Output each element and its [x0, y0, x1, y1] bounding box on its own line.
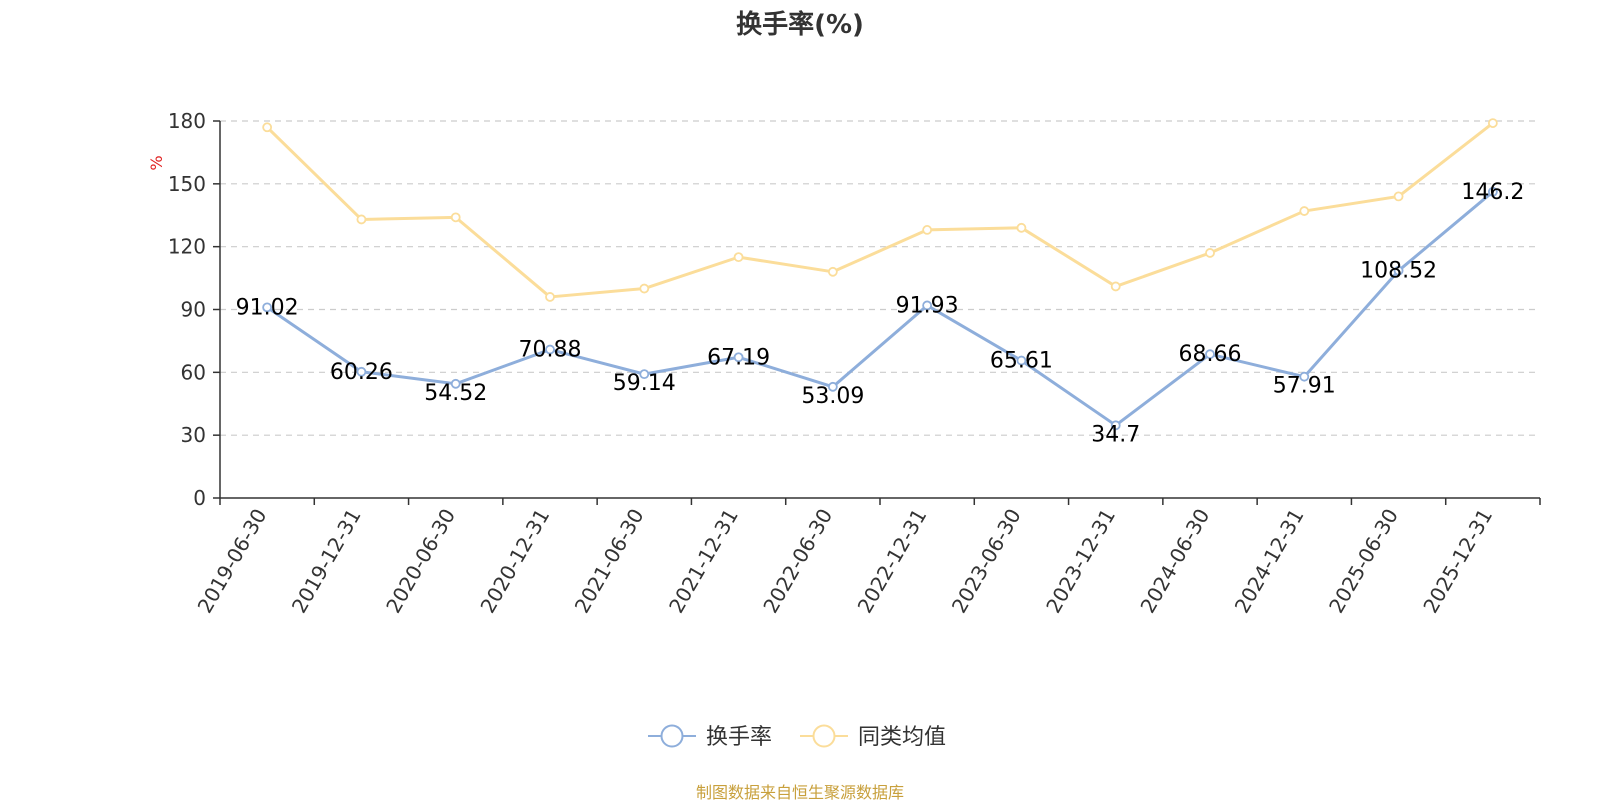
data-label: 54.52 [424, 381, 487, 406]
x-tick-label: 2024-12-31 [1230, 505, 1309, 618]
x-tick-label: 2020-06-30 [381, 505, 460, 618]
y-tick-label: 120 [168, 235, 206, 259]
y-tick-label: 150 [168, 172, 206, 196]
data-point[interactable] [1393, 191, 1404, 202]
y-tick-label: 30 [181, 423, 206, 447]
data-label: 91.02 [236, 295, 299, 320]
chart-title: 换手率(%) [736, 10, 864, 40]
data-point[interactable] [1299, 206, 1310, 216]
data-label: 146.2 [1461, 180, 1524, 205]
y-tick-label: 180 [168, 109, 206, 133]
data-point[interactable] [1487, 186, 1498, 197]
data-point[interactable] [1016, 222, 1027, 233]
data-point[interactable] [262, 302, 273, 313]
grid-lines [220, 120, 1540, 436]
data-point[interactable] [450, 378, 461, 389]
legend-label: 换手率 [706, 725, 772, 750]
x-tick-label: 2020-12-31 [475, 505, 554, 618]
data-point[interactable] [356, 214, 367, 225]
legend[interactable]: 换手率 同类均值 [648, 724, 946, 750]
legend-marker-icon [812, 724, 836, 748]
data-point[interactable] [1205, 248, 1215, 258]
y-tick-label: 90 [181, 298, 206, 322]
data-point[interactable] [1487, 118, 1498, 128]
y-axis-unit: % [147, 155, 166, 170]
data-point[interactable] [922, 225, 933, 235]
data-labels: 91.02 60.26 54.52 70.88 59.14 67.19 53.09 91.93… [236, 180, 1525, 448]
x-tick-label: 2025-06-30 [1324, 505, 1403, 618]
y-tick-label: 0 [193, 486, 206, 510]
data-point[interactable] [262, 122, 273, 133]
series-lines [262, 118, 1498, 431]
y-tick-label: 60 [181, 360, 206, 384]
data-point[interactable] [1110, 281, 1121, 292]
legend-item-peer-average[interactable]: 同类均值 [800, 724, 946, 750]
source-note: 制图数据来自恒生聚源数据库 [695, 783, 904, 802]
data-point[interactable] [1016, 355, 1027, 366]
data-label: 60.26 [330, 360, 393, 385]
data-label: 59.14 [613, 371, 676, 396]
legend-item-turnover[interactable]: 换手率 [648, 724, 772, 750]
data-point[interactable] [1110, 420, 1121, 431]
x-tick-label: 2023-12-31 [1041, 505, 1120, 618]
data-label: 34.7 [1091, 422, 1140, 447]
data-point[interactable] [922, 300, 933, 311]
data-point[interactable] [639, 283, 650, 294]
data-point[interactable] [733, 352, 744, 363]
x-tick-label: 2025-12-31 [1418, 505, 1497, 618]
data-label: 70.88 [519, 338, 582, 363]
data-point[interactable] [827, 381, 838, 392]
data-point[interactable] [639, 369, 650, 380]
data-label: 108.52 [1360, 259, 1437, 284]
series-line [266, 121, 1494, 299]
data-point[interactable] [450, 212, 461, 223]
x-tick-label: 2019-06-30 [193, 505, 272, 618]
data-point[interactable] [827, 266, 838, 277]
series-turnover [262, 186, 1498, 431]
data-label: 53.09 [801, 384, 864, 409]
data-label: 57.91 [1273, 374, 1336, 399]
legend-marker-icon [660, 724, 684, 748]
data-point[interactable] [545, 292, 555, 302]
data-point[interactable] [545, 344, 555, 355]
x-tick-label: 2024-06-30 [1135, 505, 1214, 618]
y-tick-labels: 0 30 60 90 120 150 180 [168, 109, 220, 510]
series-peer-average [262, 118, 1498, 302]
data-label: 68.66 [1179, 342, 1242, 367]
data-label: 65.61 [990, 349, 1053, 374]
x-tick-label: 2021-12-31 [664, 505, 743, 618]
x-tick-label: 2022-12-31 [853, 504, 932, 617]
x-tick-label: 2022-06-30 [758, 505, 837, 618]
data-label: 67.19 [707, 345, 770, 370]
x-tick-label: 2019-12-31 [287, 505, 366, 618]
data-point[interactable] [1299, 371, 1310, 382]
data-label: 91.93 [896, 293, 959, 318]
data-point[interactable] [1205, 349, 1215, 360]
x-tick-label: 2021-06-30 [570, 505, 649, 618]
x-tick-labels: 2019-06-30 2019-12-31 2020-06-30 2020-12-31… [193, 498, 1541, 618]
series-line [266, 190, 1494, 427]
data-point[interactable] [356, 366, 367, 377]
data-point[interactable] [733, 252, 744, 263]
data-point[interactable] [1393, 265, 1404, 276]
x-tick-label: 2023-06-30 [947, 505, 1026, 618]
legend-label: 同类均值 [858, 725, 946, 750]
